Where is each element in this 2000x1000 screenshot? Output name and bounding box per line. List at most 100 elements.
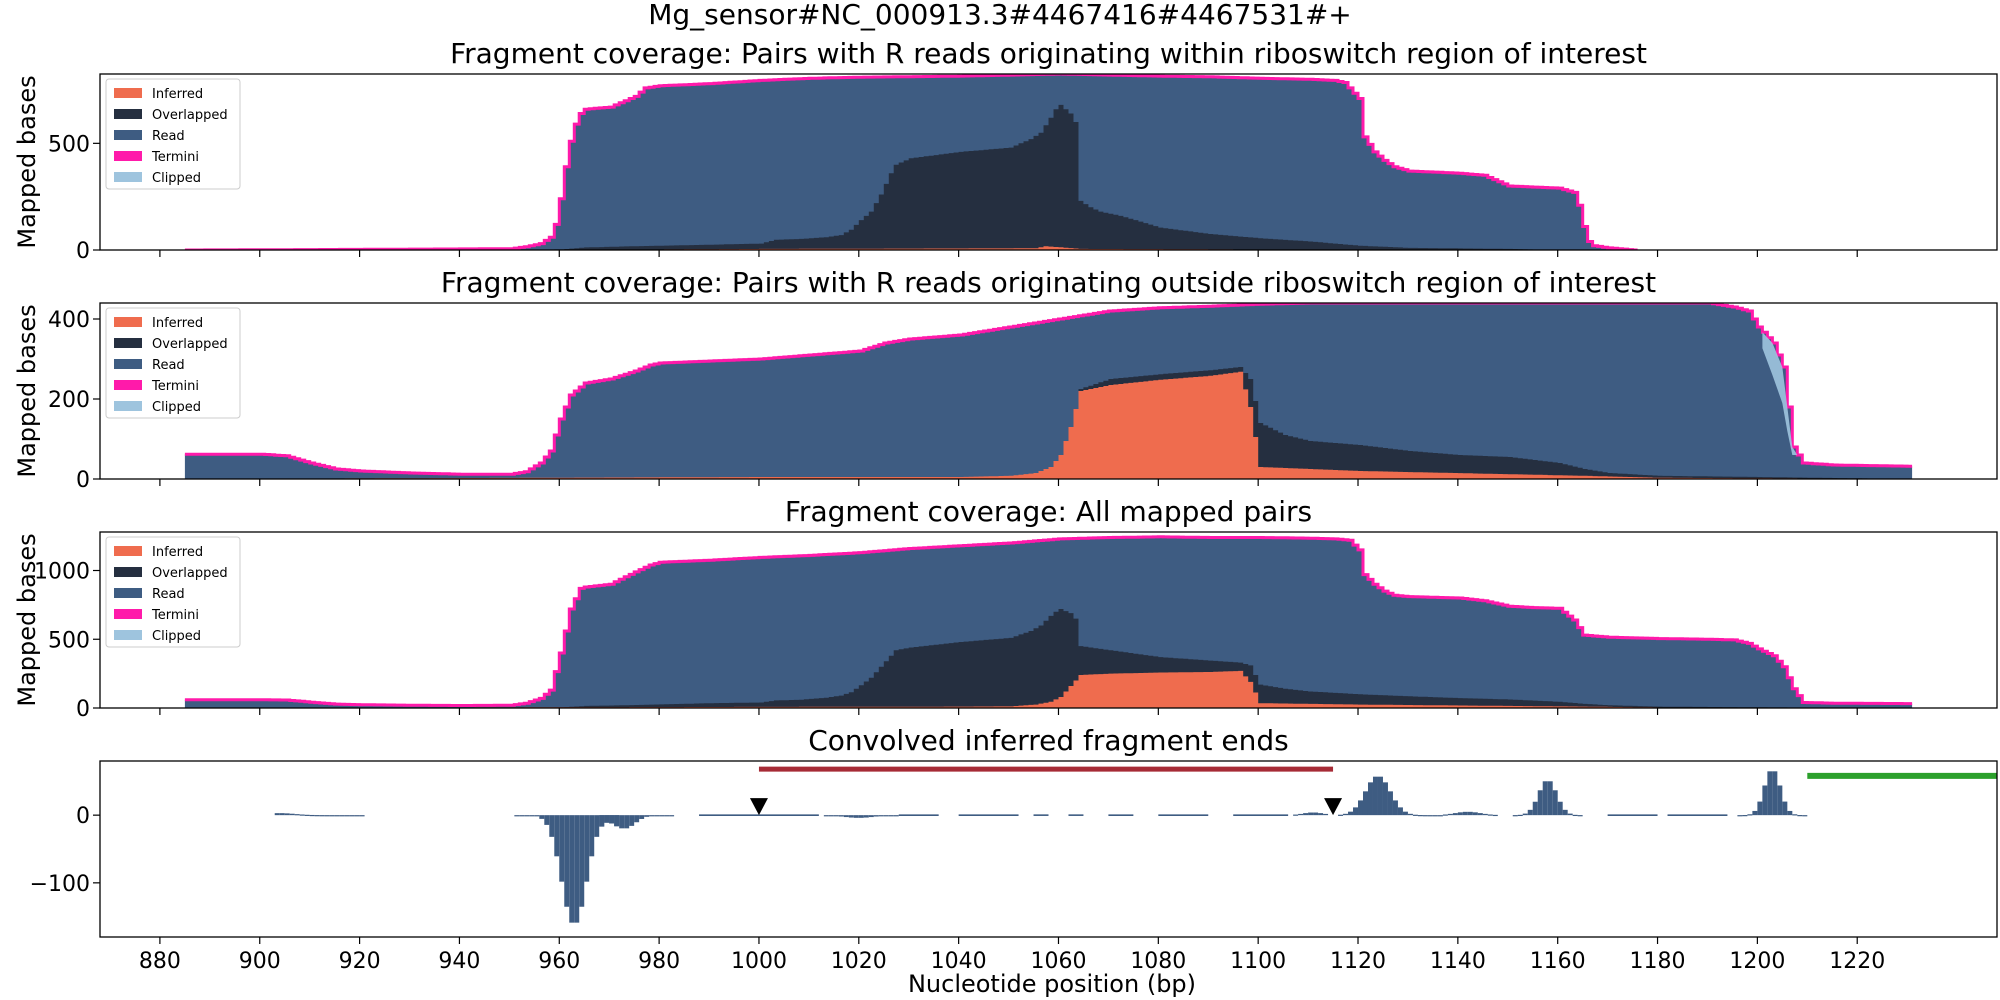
bar <box>634 815 640 823</box>
panel-title: Convolved inferred fragment ends <box>808 724 1289 757</box>
bar <box>659 815 665 817</box>
plot-area <box>184 74 1638 250</box>
y-tick-label: 500 <box>48 628 90 653</box>
x-tick-label: 920 <box>339 949 381 974</box>
bar <box>1762 785 1768 816</box>
y-tick-label: 0 <box>76 239 90 264</box>
bar <box>654 815 660 817</box>
legend-label-overlapped: Overlapped <box>152 337 228 352</box>
x-tick-label: 1000 <box>731 949 787 974</box>
legend-label-termini: Termini <box>151 379 199 394</box>
legend-label-overlapped: Overlapped <box>152 566 228 581</box>
bar <box>878 815 884 817</box>
bar <box>1457 812 1463 816</box>
bar <box>1487 814 1493 816</box>
panel-title: Fragment coverage: Pairs with R reads or… <box>450 37 1647 70</box>
bar <box>1472 812 1478 816</box>
legend-label-clipped: Clipped <box>152 400 201 415</box>
x-tick-label: 1060 <box>1030 949 1086 974</box>
x-tick-label: 1020 <box>831 949 887 974</box>
legend-swatch-termini <box>114 151 142 161</box>
bar <box>1417 815 1423 817</box>
legend-swatch-overlapped <box>114 338 142 348</box>
bar <box>1577 815 1583 817</box>
bar <box>534 815 540 817</box>
bar <box>1572 814 1578 817</box>
y-ticks: 0 200 400 <box>48 308 100 493</box>
legend-swatch-inferred <box>114 88 142 98</box>
bar <box>1293 814 1299 816</box>
legend-box <box>105 536 241 648</box>
bar <box>1387 791 1393 816</box>
bar <box>823 815 829 817</box>
x-ticks <box>159 250 1858 257</box>
x-tick-label: 1120 <box>1330 949 1386 974</box>
bar <box>1412 814 1418 816</box>
bar <box>304 814 310 816</box>
bar <box>669 815 675 817</box>
triangle-marker <box>749 798 768 816</box>
bar <box>1752 810 1758 816</box>
x-axis-label: Nucleotide position (bp) <box>908 970 1196 998</box>
bar <box>1372 776 1378 816</box>
bar <box>1303 813 1309 816</box>
read-series <box>184 303 1913 479</box>
legend-label-inferred: Inferred <box>152 316 203 331</box>
bar <box>1363 791 1368 816</box>
bar <box>559 815 565 882</box>
bar <box>649 815 655 817</box>
bar <box>1447 813 1453 816</box>
bar <box>828 815 834 817</box>
x-tick-label: 1160 <box>1530 949 1586 974</box>
bar <box>868 815 874 818</box>
legend-box <box>105 307 241 419</box>
termini-series <box>184 74 1638 250</box>
bar <box>1557 801 1563 816</box>
bar <box>1527 809 1533 816</box>
y-ticks: −100 0 <box>30 804 100 897</box>
bar <box>1367 782 1373 816</box>
bar <box>1512 815 1518 817</box>
legend-swatch-read <box>114 130 142 140</box>
bar <box>1358 800 1364 816</box>
bar <box>1802 815 1808 817</box>
bar <box>309 814 315 817</box>
bar <box>1517 814 1523 817</box>
panel-convolved-ends: Convolved inferred fragment ends −100 0 880… <box>30 724 1998 974</box>
bar <box>584 815 590 882</box>
bar <box>329 815 335 817</box>
y-tick-label: 200 <box>48 388 90 413</box>
bar <box>299 814 305 816</box>
bar <box>554 815 560 857</box>
overlapped-series <box>184 609 1913 708</box>
inferred-series <box>184 246 1563 250</box>
plot-area <box>184 535 1913 708</box>
bar <box>324 815 330 817</box>
bar <box>1402 811 1408 816</box>
y-axis-label: Mapped bases <box>13 533 41 706</box>
bar <box>1427 815 1433 817</box>
legend-swatch-inferred <box>114 546 142 556</box>
x-ticks <box>159 479 1858 486</box>
panel-all-pairs: Fragment coverage: All mapped pairs Infer… <box>13 495 1998 722</box>
y-ticks: 0 500 <box>48 132 100 264</box>
y-tick-label: 0 <box>76 804 90 829</box>
legend-label-termini: Termini <box>151 150 199 165</box>
bar <box>354 815 360 817</box>
legend: Inferred Overlapped Read Termini Clipped <box>105 536 241 648</box>
y-tick-label: −100 <box>30 872 90 897</box>
plot-area <box>274 766 1997 923</box>
bar <box>1407 813 1413 816</box>
axes-frame <box>99 531 1998 709</box>
bar <box>519 815 525 817</box>
y-tick-label: 400 <box>48 308 90 333</box>
bar <box>1562 809 1568 816</box>
bar <box>1782 801 1788 816</box>
triangle-marker <box>1324 798 1343 816</box>
legend-swatch-overlapped <box>114 567 142 577</box>
bar <box>888 815 894 817</box>
bar <box>1777 785 1783 816</box>
legend-swatch-clipped <box>114 630 142 640</box>
x-tick-label: 1140 <box>1430 949 1486 974</box>
bar <box>604 815 610 823</box>
